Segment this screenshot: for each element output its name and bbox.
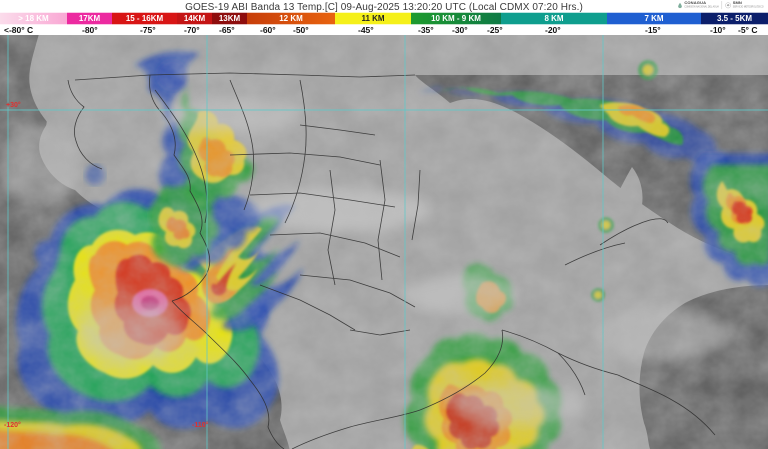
- svg-text:-120°: -120°: [4, 421, 21, 429]
- svg-text:-110°: -110°: [192, 421, 209, 429]
- svg-text:+30°: +30°: [6, 101, 21, 109]
